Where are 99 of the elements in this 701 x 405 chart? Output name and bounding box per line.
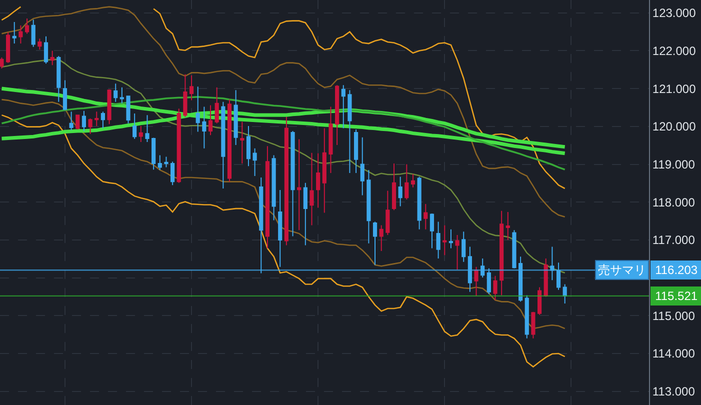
text: 115.521 [655,289,698,303]
candlestick [221,101,226,189]
candlestick [310,152,314,226]
candlestick [24,18,30,34]
candlestick [189,74,194,101]
candlestick [316,152,320,208]
candlestick [531,311,536,339]
candlestick [322,128,326,214]
ref-line-label: 売サマリ [598,263,646,277]
candlestick [417,176,422,230]
candlestick [303,182,308,246]
candlestick [448,228,453,249]
candlestick [537,286,542,316]
candlestick [120,86,124,104]
candlestick [404,164,409,200]
candlestick [196,86,200,132]
line-series [1,114,566,368]
candlestick [246,126,251,167]
y-tick-label: 123.000 [652,6,696,20]
text: 116.203 [655,263,698,277]
candlestick [335,84,340,146]
candlestick [328,106,333,174]
candlestick [455,234,460,270]
candlestick [398,176,402,207]
y-tick-label: 122.000 [652,44,696,58]
candlestick [341,84,346,129]
candlestick [372,221,378,266]
candlestick [44,36,48,64]
candlestick [176,108,181,184]
y-tick-label: 121.000 [652,82,696,96]
candlestick [562,284,567,304]
candlestick [88,118,92,134]
candlestick [234,90,238,146]
candlestick [152,137,156,170]
y-tick-label: 117.000 [652,233,696,248]
candlestick [379,224,384,252]
candlestick [424,204,428,230]
candlestick [183,74,188,118]
y-tick-label: 119.000 [652,157,696,172]
y-tick-label: 118.000 [652,195,696,210]
candlestick [164,156,168,168]
candlestick [366,169,371,244]
candlestick [214,86,219,124]
candlestick [12,21,16,44]
candlestick [474,266,478,296]
candlestick [284,116,288,246]
line-series [1,58,566,274]
candlestick [62,80,68,111]
candlestick [76,114,80,130]
candlestick [252,148,257,176]
candlestick [0,57,4,70]
candlestick [297,138,302,231]
candlestick [38,38,42,50]
candlestick [354,128,358,174]
candlestick [544,258,548,296]
line-series [0,96,566,170]
candlestick [392,163,396,211]
candlestick [360,136,364,196]
candlestick [462,231,466,262]
candlestick [386,190,390,236]
y-tick-label: 114.000 [652,346,696,361]
candlestick [436,221,440,260]
candlestick [50,50,54,66]
candlestick [208,104,213,136]
candlestick [82,110,86,132]
candlestick [6,32,10,64]
candlestick [94,111,99,127]
y-tick-label: 113.000 [652,384,696,399]
candlestick [493,275,498,301]
candlestick [126,96,130,124]
y-tick-label: 120.000 [652,120,696,134]
line-series [1,98,566,330]
candlestick [107,88,112,125]
candlestick [158,154,162,170]
candlestick [265,146,270,249]
candlestick [240,121,244,164]
candlestick [100,111,105,129]
candlestick [138,126,143,142]
candlestick [114,83,118,102]
candlestick [524,294,529,339]
candlestick [69,111,74,131]
candlestick [227,99,232,182]
candlestick [18,24,23,44]
candlestick [348,90,352,174]
candlestick [278,190,282,268]
candlestick [442,224,447,256]
candlestick [410,174,416,188]
y-tick-label: 115.000 [652,308,696,323]
candlestick [506,211,510,240]
candlestick [170,161,175,186]
candlestick [56,56,61,102]
candlestick [290,130,295,237]
candlestick [500,210,504,296]
candlestick [31,19,36,48]
candlestick [132,113,137,140]
candlestick [145,114,150,142]
candlestick [430,212,434,249]
candlestick [202,106,206,149]
candlestick [272,154,276,221]
